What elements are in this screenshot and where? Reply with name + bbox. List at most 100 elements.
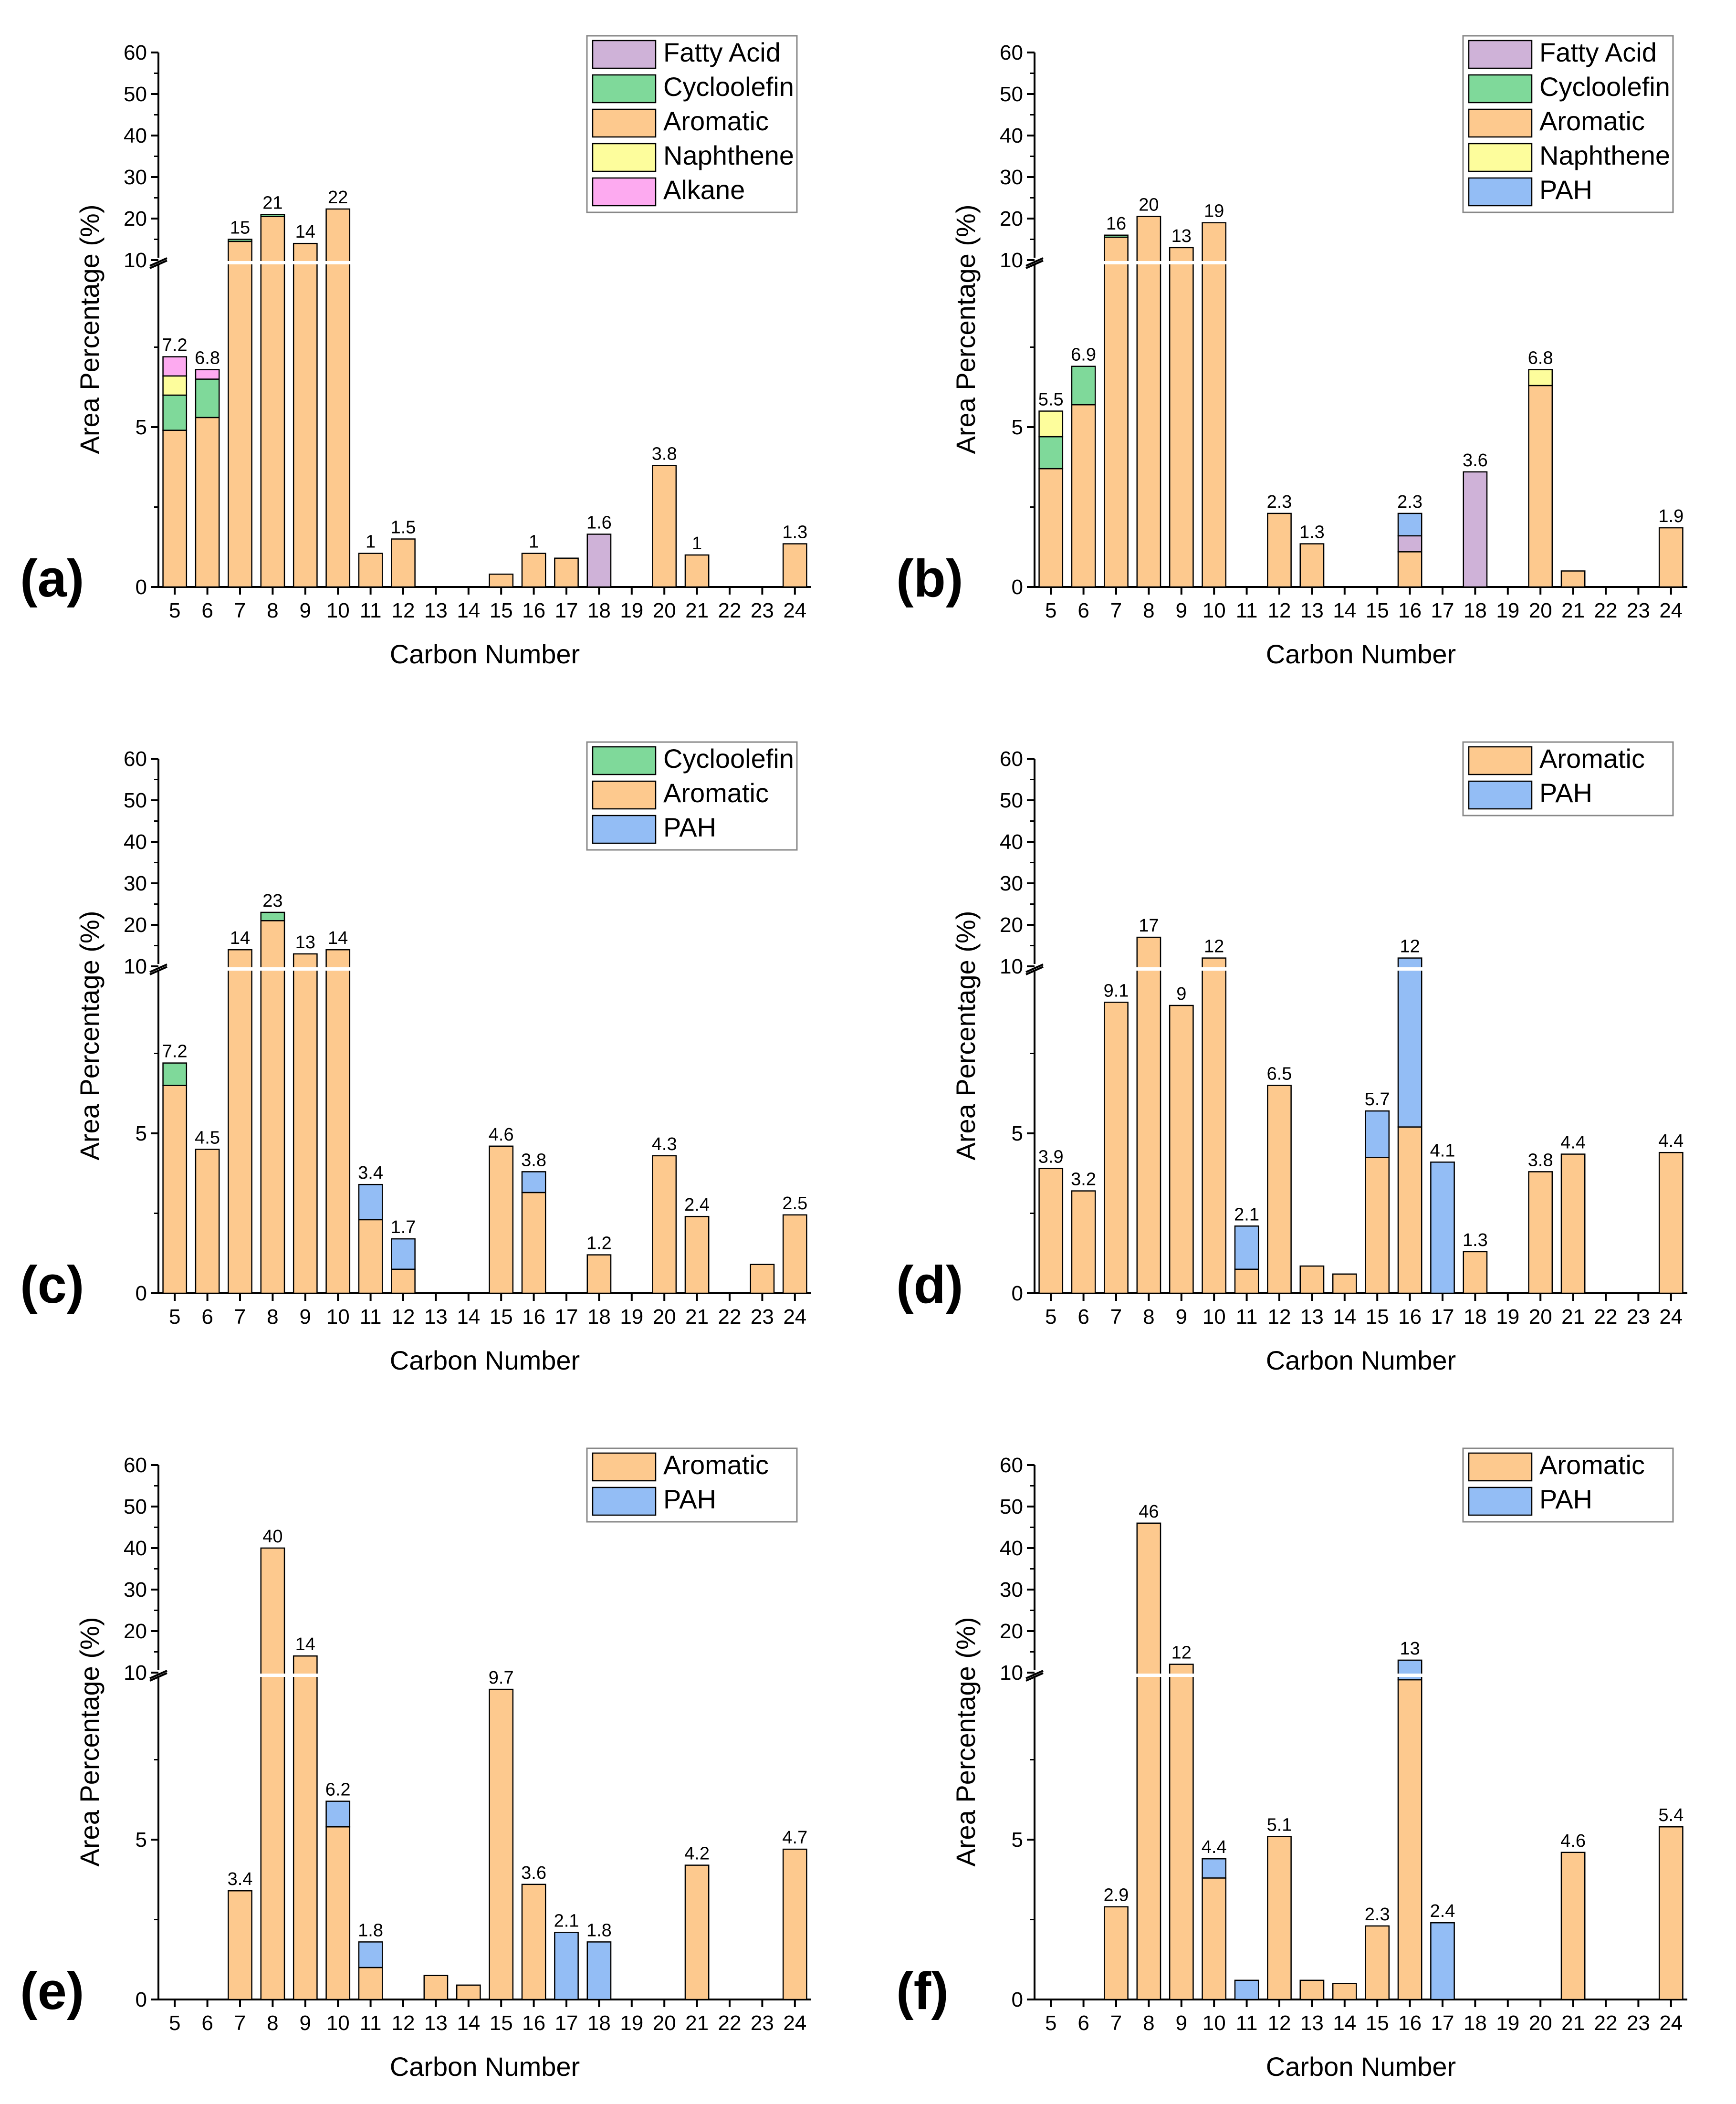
x-tick-label: 14 xyxy=(457,599,480,622)
legend-label: PAH xyxy=(663,812,716,842)
legend-swatch-naphthene xyxy=(592,143,657,172)
x-tick-label: 8 xyxy=(267,2011,278,2035)
bar-break-gap xyxy=(1135,261,1163,264)
data-label: 6.8 xyxy=(195,348,220,368)
legend-swatch-pah xyxy=(1468,177,1533,207)
y-tick-label: 60 xyxy=(1000,41,1023,64)
x-tick-label: 15 xyxy=(1366,2011,1389,2035)
bar-9-aromatic xyxy=(1169,247,1194,588)
data-label: 4.6 xyxy=(489,1125,514,1145)
x-tick-label: 13 xyxy=(1300,599,1324,622)
x-tick-label: 8 xyxy=(1143,1305,1154,1329)
legend-swatch-naphthene xyxy=(1468,143,1533,172)
x-tick-label: 5 xyxy=(1045,2011,1056,2035)
y-tick-label: 20 xyxy=(1000,207,1023,230)
bar-7-aromatic xyxy=(1104,236,1129,588)
bar-6-cycloolefin xyxy=(195,378,220,419)
data-label: 13 xyxy=(1400,1639,1420,1659)
x-tick-label: 21 xyxy=(1561,2011,1585,2035)
legend-label: Aromatic xyxy=(663,778,769,808)
data-label: 5.4 xyxy=(1658,1805,1684,1825)
data-label: 14 xyxy=(295,1634,315,1654)
x-tick-label: 14 xyxy=(1333,1305,1356,1329)
data-label: 1.3 xyxy=(782,523,807,543)
x-tick-label: 15 xyxy=(1366,1305,1389,1329)
bar-9-aromatic xyxy=(1169,1664,1194,2000)
bar-7-aromatic xyxy=(228,241,252,588)
x-tick-label: 23 xyxy=(1627,2011,1650,2035)
bar-10-aromatic xyxy=(325,949,351,1294)
y-tick-label: 20 xyxy=(1000,1620,1023,1643)
x-tick-label: 8 xyxy=(267,1305,278,1329)
bar-14-aromatic xyxy=(456,1984,481,2000)
y-tick-label: 0 xyxy=(1012,1988,1023,2011)
data-label: 4.4 xyxy=(1658,1131,1684,1151)
data-label: 2.3 xyxy=(1267,492,1292,512)
data-label: 5.1 xyxy=(1267,1815,1292,1835)
x-tick-label: 5 xyxy=(1045,1305,1056,1329)
panel-label: (a) xyxy=(20,549,84,608)
bar-18-fatty-acid xyxy=(1463,471,1488,588)
x-tick-label: 20 xyxy=(1529,2011,1552,2035)
bar-break-gap xyxy=(226,261,254,264)
x-tick-label: 6 xyxy=(1077,599,1089,622)
bar-break-gap xyxy=(259,1674,287,1677)
y-tick-label: 50 xyxy=(124,1495,147,1518)
x-tick-label: 19 xyxy=(1496,2011,1519,2035)
axis-break-mark xyxy=(149,966,167,975)
bar-6-aromatic xyxy=(1071,1190,1096,1294)
data-label: 3.9 xyxy=(1038,1147,1064,1167)
data-label: 14 xyxy=(295,222,315,242)
x-tick-label: 24 xyxy=(1659,599,1683,622)
y-tick-label: 50 xyxy=(124,83,147,106)
legend-label: Aromatic xyxy=(1539,106,1645,136)
x-tick-label: 6 xyxy=(1077,1305,1089,1329)
bar-11-aromatic xyxy=(358,1219,383,1294)
data-label: 6.9 xyxy=(1071,345,1096,365)
bar-16-aromatic xyxy=(1397,551,1422,588)
bar-10-aromatic xyxy=(1202,957,1227,1294)
x-tick-label: 18 xyxy=(1464,1305,1487,1329)
legend-label: PAH xyxy=(1539,175,1592,205)
bar-break-gap xyxy=(1102,261,1130,264)
bar-break-gap xyxy=(1396,1674,1424,1677)
x-tick-label: 20 xyxy=(653,1305,676,1329)
y-tick-label: 50 xyxy=(124,789,147,812)
x-tick-label: 24 xyxy=(1659,1305,1683,1329)
axis-break-mark xyxy=(149,1672,167,1682)
x-axis-label: Carbon Number xyxy=(390,1345,580,1375)
legend-label: Naphthene xyxy=(663,140,794,170)
legend-swatch-aromatic xyxy=(1468,1452,1533,1482)
panel-label: (d) xyxy=(896,1256,963,1314)
x-tick-label: 7 xyxy=(234,2011,246,2035)
y-tick-label: 10 xyxy=(1000,1661,1023,1685)
bar-6-cycloolefin xyxy=(1071,366,1096,406)
x-tick-label: 6 xyxy=(201,2011,213,2035)
data-label: 3.8 xyxy=(521,1150,546,1170)
bar-16-aromatic xyxy=(1397,1679,1422,2000)
bar-8-aromatic xyxy=(260,1547,285,2000)
x-tick-label: 12 xyxy=(1268,1305,1291,1329)
x-tick-label: 17 xyxy=(1431,1305,1454,1329)
y-tick-label: 40 xyxy=(1000,124,1023,147)
data-label: 6.8 xyxy=(1528,348,1553,368)
x-tick-label: 7 xyxy=(1110,1305,1122,1329)
bar-10-pah xyxy=(1202,1858,1227,1879)
y-axis-label: Area Percentage (%) xyxy=(74,1617,105,1867)
bar-break-gap xyxy=(1168,261,1195,264)
data-label: 12 xyxy=(1400,937,1420,957)
bar-break-gap xyxy=(1135,1674,1163,1677)
chart-panel-2: 0510203040506057.264.57148239131014113.4… xyxy=(20,741,811,1375)
x-tick-label: 15 xyxy=(490,599,513,622)
y-tick-label: 30 xyxy=(124,1578,147,1602)
data-label: 4.2 xyxy=(684,1844,710,1864)
bar-7-aromatic xyxy=(228,1890,252,2000)
x-axis-label: Carbon Number xyxy=(1266,1345,1456,1375)
data-label: 13 xyxy=(1171,226,1192,246)
bar-21-aromatic xyxy=(1560,570,1586,588)
x-tick-label: 11 xyxy=(1236,1305,1258,1329)
data-label: 46 xyxy=(1139,1502,1159,1522)
bar-16-aromatic xyxy=(521,1884,546,2000)
